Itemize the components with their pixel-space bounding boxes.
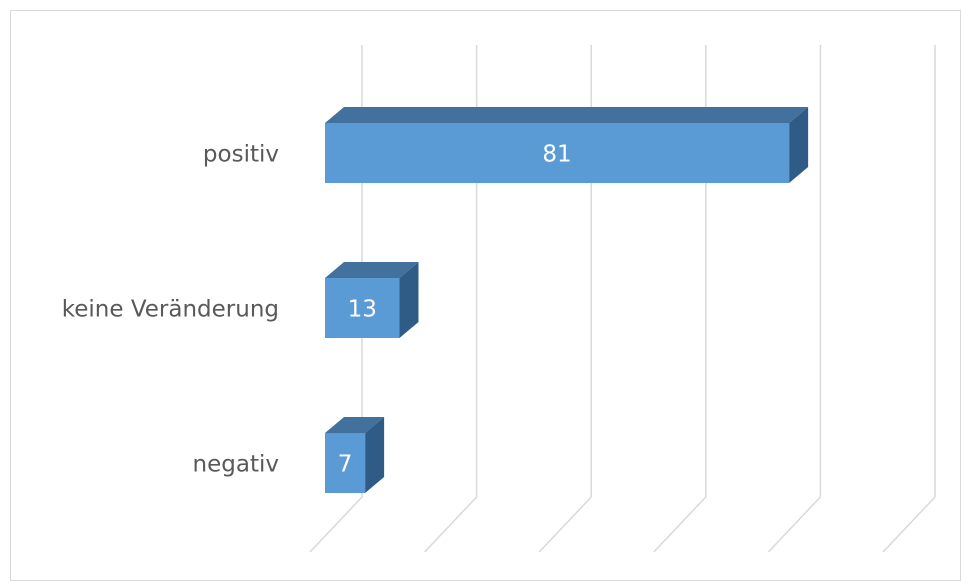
value-label: 13 — [348, 297, 377, 323]
bar-top — [325, 262, 419, 278]
bar — [325, 278, 400, 338]
chart-border — [10, 10, 961, 581]
grid-line — [767, 45, 822, 553]
category-label: keine Veränderung — [62, 297, 279, 323]
bar-top — [325, 417, 385, 433]
category-label: positiv — [203, 142, 279, 168]
bar-side — [789, 107, 809, 183]
bar — [325, 433, 366, 493]
bar-top — [325, 107, 809, 123]
grid-line — [309, 45, 363, 553]
bar-side — [365, 417, 385, 493]
bar — [325, 123, 790, 183]
grid-line — [882, 45, 936, 553]
grid-line — [538, 45, 592, 553]
grid-line — [653, 45, 707, 553]
value-label: 81 — [542, 142, 571, 168]
grid-line — [424, 45, 478, 553]
category-label: negativ — [193, 452, 279, 478]
bar-side — [399, 262, 419, 338]
value-label: 7 — [338, 452, 353, 478]
